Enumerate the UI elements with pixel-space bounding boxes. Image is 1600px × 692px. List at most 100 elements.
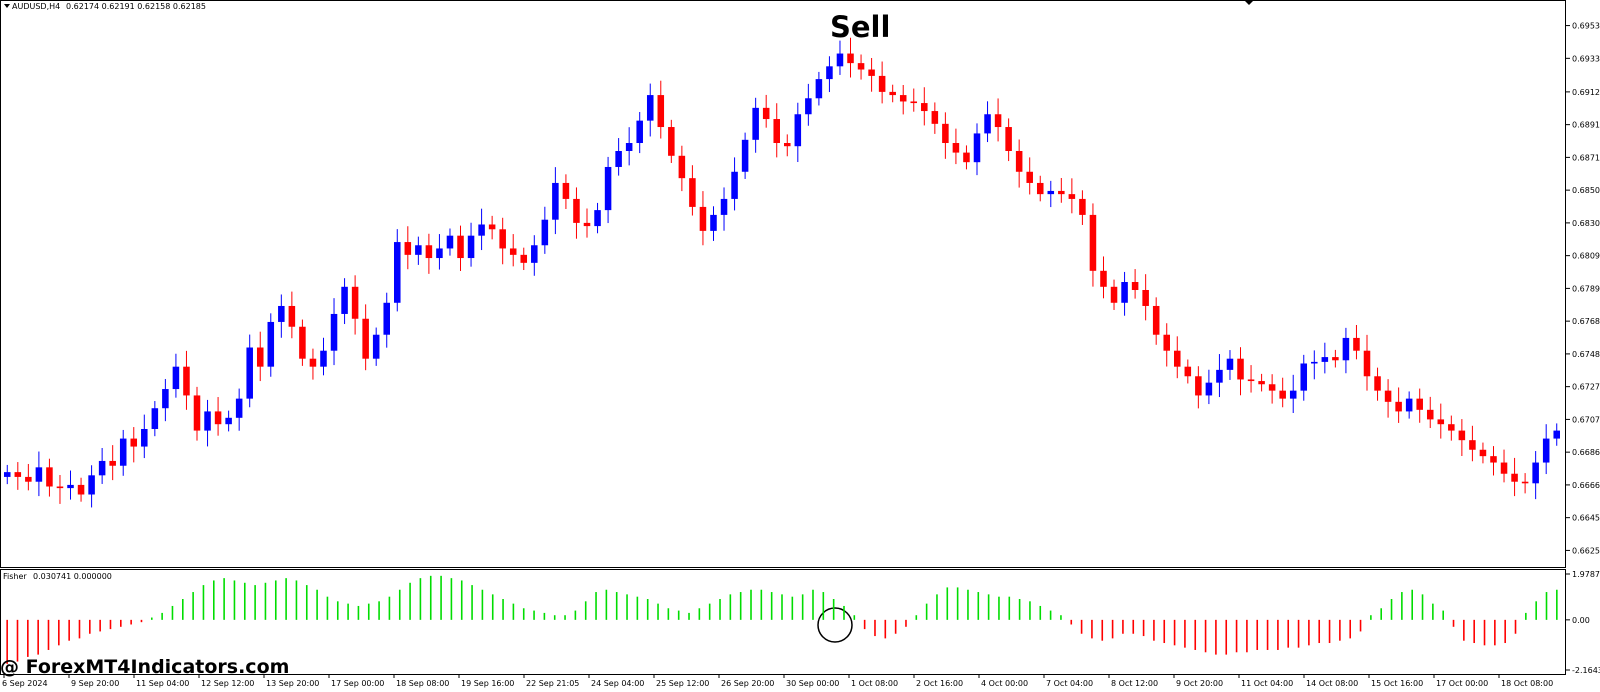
candle — [583, 208, 591, 238]
collapse-triangle-icon[interactable] — [4, 4, 10, 8]
candle — [1374, 367, 1381, 401]
candle-body — [1300, 363, 1308, 391]
candle-body — [1521, 481, 1529, 484]
candle-body — [467, 235, 475, 259]
candle — [1437, 403, 1445, 439]
candle-body — [193, 395, 201, 431]
candle-body — [25, 476, 32, 482]
indicator-name: Fisher — [3, 572, 27, 581]
candle-body — [668, 127, 675, 156]
time-tick-label: 12 Sep 12:00 — [201, 679, 254, 688]
candle-body — [141, 428, 148, 447]
candle-body — [731, 171, 738, 199]
candle — [973, 123, 981, 176]
candle — [1479, 442, 1487, 464]
candle-body — [942, 123, 949, 144]
candle-body — [973, 133, 981, 163]
candle-body — [1079, 198, 1086, 215]
candle — [362, 304, 369, 371]
candle-body — [1342, 337, 1350, 361]
candle — [446, 228, 454, 256]
candle-body — [309, 358, 317, 367]
candle — [1258, 373, 1265, 392]
candle — [309, 348, 317, 380]
candle-body — [1058, 190, 1065, 195]
candle — [183, 350, 190, 410]
period-marker-icon — [1244, 0, 1254, 5]
candle-body — [1089, 214, 1097, 271]
time-tick-label: 4 Oct 00:00 — [981, 679, 1028, 688]
candle-body — [1279, 390, 1286, 399]
candle-body — [583, 222, 591, 227]
candle-body — [1321, 357, 1329, 362]
candle-body — [1384, 390, 1392, 402]
candle — [552, 167, 559, 235]
candle-body — [1100, 270, 1107, 287]
candle — [288, 291, 296, 339]
candle — [1532, 451, 1539, 500]
candle-body — [1036, 182, 1044, 195]
candle-body — [1437, 419, 1445, 425]
candle-body — [773, 119, 780, 144]
candle — [1174, 336, 1181, 379]
candle-body — [383, 302, 390, 335]
candle — [562, 174, 570, 209]
candle-body — [1068, 194, 1076, 199]
price-tick-label: 0.67685 — [1572, 317, 1600, 326]
candle-body — [351, 286, 359, 319]
time-tick-label: 9 Sep 20:00 — [71, 679, 119, 688]
candle-body — [963, 152, 970, 163]
candle-body — [868, 69, 875, 76]
candle — [752, 97, 759, 153]
candle-body — [1395, 401, 1402, 412]
fisher-tick-label: 1.978729 — [1572, 570, 1600, 579]
candle-body — [1553, 430, 1560, 439]
candle — [1300, 354, 1308, 401]
candle-body — [615, 150, 622, 167]
candle — [1521, 473, 1529, 494]
candle — [1015, 139, 1023, 188]
candle-body — [1026, 171, 1033, 183]
candle — [267, 313, 275, 377]
candle — [646, 83, 654, 137]
candle-body — [678, 155, 686, 179]
candle-body — [741, 139, 749, 172]
candle-body — [225, 417, 232, 425]
candle-body — [88, 475, 95, 495]
candle-body — [109, 460, 116, 466]
candle-body — [1542, 438, 1550, 463]
candle-body — [14, 472, 22, 477]
candle-body — [1005, 127, 1012, 151]
candle — [699, 191, 707, 246]
candle — [984, 101, 991, 143]
candle-body — [330, 313, 338, 351]
candle-body — [1426, 409, 1434, 420]
candle-body — [815, 79, 823, 99]
candle-body — [1258, 381, 1265, 385]
candle-body — [573, 198, 580, 223]
candle-body — [878, 75, 886, 92]
candle — [678, 145, 686, 192]
main-panel-frame — [0, 0, 1566, 568]
candle — [868, 58, 875, 92]
candle-body — [1458, 430, 1466, 441]
fisher-tick-label: 0.00 — [1572, 616, 1590, 625]
candles-group — [4, 37, 1560, 508]
candle — [299, 319, 306, 366]
time-tick-label: 13 Sep 20:00 — [266, 679, 319, 688]
candle — [689, 165, 696, 216]
candle — [1500, 449, 1508, 483]
candle-body — [594, 210, 601, 227]
candle — [541, 206, 549, 254]
candle — [1036, 175, 1044, 202]
candle-body — [1289, 390, 1297, 399]
candle-body — [752, 107, 759, 140]
candle-body — [699, 206, 707, 231]
candle-body — [921, 103, 928, 112]
candle — [1363, 334, 1371, 391]
candle — [204, 399, 211, 447]
candle — [172, 353, 180, 398]
candle — [25, 463, 32, 491]
